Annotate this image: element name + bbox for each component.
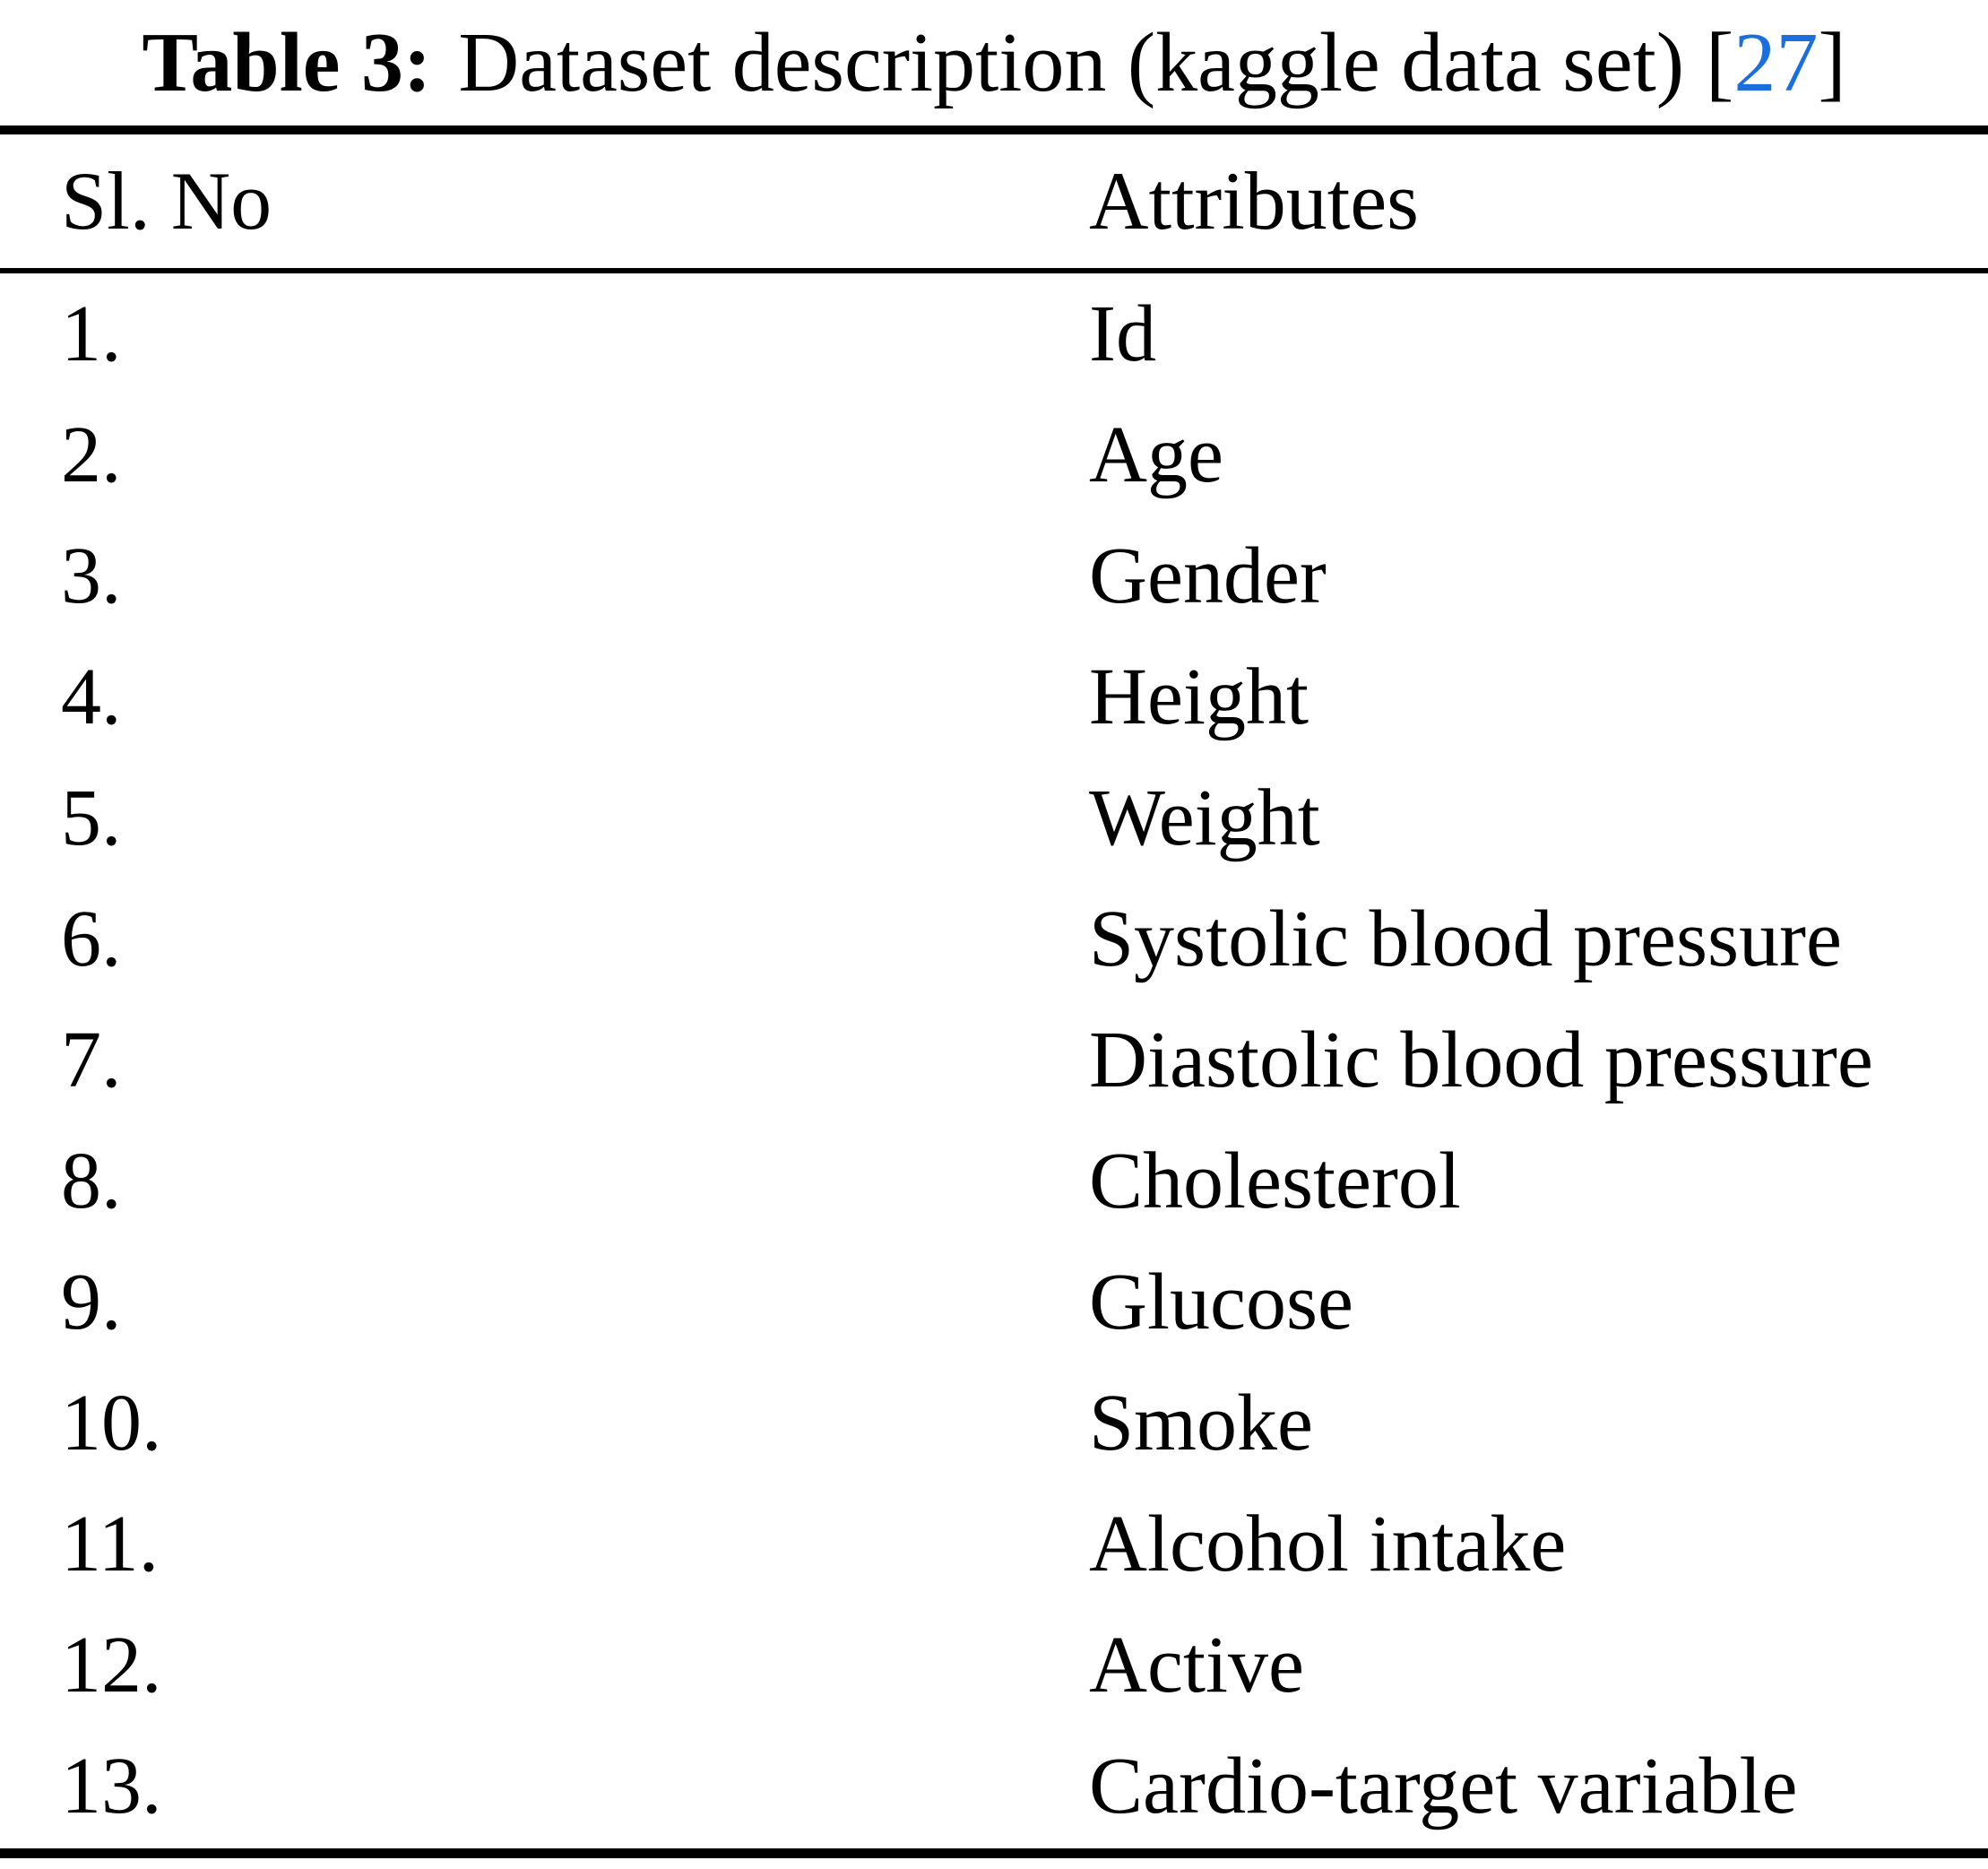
- table-rule-header-divider: [0, 268, 1988, 273]
- row-number-cell: 7.: [61, 1016, 122, 1104]
- table-row: 1. Id: [0, 273, 1988, 394]
- header-attributes: Attributes: [1089, 155, 1419, 247]
- row-number-cell: 13.: [61, 1742, 162, 1830]
- row-attribute-cell: Smoke: [1089, 1379, 1314, 1467]
- row-attribute-cell: Weight: [1089, 774, 1320, 862]
- caption-text: Dataset description (kaggle data set): [458, 16, 1685, 109]
- row-number-cell: 9.: [61, 1258, 122, 1346]
- row-number-cell: 5.: [61, 774, 122, 862]
- citation-bracket-open: [: [1706, 16, 1734, 109]
- row-attribute-cell: Cardio-target variable: [1089, 1742, 1798, 1830]
- row-attribute-cell: Age: [1089, 411, 1223, 499]
- caption-label: Table 3:: [142, 16, 432, 109]
- table-row: 2. Age: [0, 394, 1988, 515]
- table-row: 11. Alcohol intake: [0, 1484, 1988, 1605]
- row-number-cell: 6.: [61, 895, 122, 983]
- row-number-cell: 11.: [61, 1500, 160, 1588]
- header-sl-no: Sl. No: [61, 155, 272, 247]
- row-number-cell: 3.: [61, 532, 122, 620]
- table-row: 8. Cholesterol: [0, 1121, 1988, 1242]
- table-row: 3. Gender: [0, 515, 1988, 636]
- table-rule-top: [0, 125, 1988, 134]
- row-attribute-cell: Id: [1089, 290, 1156, 378]
- table-row: 13. Cardio-target variable: [0, 1726, 1988, 1847]
- table-row: 4. Height: [0, 636, 1988, 757]
- table-row: 5. Weight: [0, 757, 1988, 878]
- attributes-table-body: 1. Id 2. Age 3. Gender 4. Height 5. Weig…: [0, 273, 1988, 1847]
- row-attribute-cell: Height: [1089, 653, 1309, 741]
- table-header-row: Sl. No Attributes: [0, 134, 1988, 268]
- row-attribute-cell: Active: [1089, 1621, 1304, 1709]
- table-row: 6. Systolic blood pressure: [0, 878, 1988, 999]
- row-number-cell: 4.: [61, 653, 122, 741]
- row-number-cell: 12.: [61, 1621, 162, 1709]
- table-rule-bottom: [0, 1848, 1988, 1858]
- row-number-cell: 1.: [61, 290, 122, 378]
- row-attribute-cell: Cholesterol: [1089, 1137, 1461, 1225]
- table-row: 10. Smoke: [0, 1363, 1988, 1484]
- row-attribute-cell: Gender: [1089, 532, 1327, 620]
- table-row: 12. Active: [0, 1605, 1988, 1726]
- row-number-cell: 8.: [61, 1137, 122, 1225]
- row-attribute-cell: Systolic blood pressure: [1089, 895, 1842, 983]
- citation-bracket-close: ]: [1818, 16, 1846, 109]
- table-caption: Table 3: Dataset description (kaggle dat…: [0, 0, 1988, 125]
- table-row: 7. Diastolic blood pressure: [0, 999, 1988, 1121]
- row-attribute-cell: Alcohol intake: [1089, 1500, 1567, 1588]
- citation-link[interactable]: [27]: [1706, 21, 1846, 105]
- table-row: 9. Glucose: [0, 1242, 1988, 1363]
- row-attribute-cell: Diastolic blood pressure: [1089, 1016, 1873, 1104]
- row-attribute-cell: Glucose: [1089, 1258, 1353, 1346]
- row-number-cell: 2.: [61, 411, 122, 499]
- citation-number[interactable]: 27: [1733, 16, 1819, 109]
- row-number-cell: 10.: [61, 1379, 162, 1467]
